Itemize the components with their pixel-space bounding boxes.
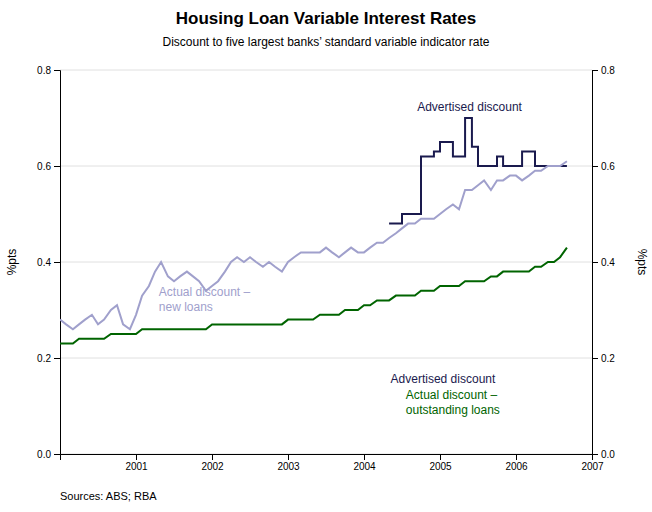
tick-mark bbox=[136, 454, 137, 460]
tick: 0.4 bbox=[592, 257, 615, 268]
annotation: Actual discount –outstanding loans bbox=[406, 389, 500, 417]
tick-label: 2002 bbox=[201, 461, 224, 472]
tick-label: 0.6 bbox=[601, 161, 615, 172]
tick-label: 2004 bbox=[353, 461, 376, 472]
tick: 0.6 bbox=[592, 161, 615, 172]
tick-label: 0.0 bbox=[37, 449, 51, 460]
tick-label: 0.2 bbox=[601, 353, 615, 364]
tick: 2002 bbox=[201, 454, 224, 472]
tick: 2004 bbox=[353, 454, 376, 472]
tick: 0.0 bbox=[592, 449, 615, 460]
plot-area bbox=[60, 118, 567, 344]
tick-label: 0.8 bbox=[601, 65, 615, 76]
y-axis-title: %pts bbox=[5, 249, 19, 276]
tick-mark bbox=[592, 262, 598, 263]
title: Housing Loan Variable Interest Rates bbox=[176, 9, 476, 28]
tick-label: 0.2 bbox=[37, 353, 51, 364]
tick-label: 2006 bbox=[505, 461, 528, 472]
tick-label: 2003 bbox=[277, 461, 300, 472]
y2-axis: 0.0 0.2 0.4 0.6 0.8 bbox=[592, 65, 615, 460]
tick-mark bbox=[592, 166, 598, 167]
tick-label: 0.0 bbox=[601, 449, 615, 460]
tick: 2003 bbox=[277, 454, 300, 472]
tick-mark bbox=[54, 454, 60, 455]
tick-mark bbox=[288, 454, 289, 460]
tick-mark bbox=[212, 454, 213, 460]
tick-label: 0.6 bbox=[37, 161, 51, 172]
series-line bbox=[60, 161, 567, 329]
grid-line bbox=[60, 70, 592, 71]
subtitle: Discount to five largest banks’ standard… bbox=[162, 35, 489, 49]
tick-mark bbox=[592, 454, 598, 455]
tick: 2005 bbox=[429, 454, 452, 472]
tick-mark bbox=[592, 70, 598, 71]
tick: 2006 bbox=[505, 454, 528, 472]
tick: 0.4 bbox=[37, 257, 60, 268]
tick: 2001 bbox=[125, 454, 148, 472]
tick: 0.2 bbox=[592, 353, 615, 364]
annotation: Advertised discount bbox=[391, 372, 496, 386]
y2-axis-title: %pts bbox=[635, 249, 649, 276]
tick: 0.6 bbox=[37, 161, 60, 172]
tick-label: 2007 bbox=[581, 461, 604, 472]
annotations: Actual discount –new loans Advertised dis… bbox=[159, 101, 523, 417]
tick: 0.8 bbox=[37, 65, 60, 76]
tick-mark bbox=[516, 454, 517, 460]
chart: 20012002200320042005200620070.00.20.40.6… bbox=[0, 0, 652, 512]
grid-line bbox=[60, 358, 592, 359]
tick: 0.0 bbox=[37, 449, 60, 460]
grid-line bbox=[60, 262, 592, 263]
tick-mark bbox=[54, 166, 60, 167]
tick-label: 0.8 bbox=[37, 65, 51, 76]
tick-mark bbox=[440, 454, 441, 460]
tick-label: 0.4 bbox=[37, 257, 51, 268]
source: Sources: ABS; RBA bbox=[60, 490, 157, 502]
tick: 0.2 bbox=[37, 353, 60, 364]
axis-line bbox=[593, 71, 599, 455]
tick-mark bbox=[54, 358, 60, 359]
y-axis: 0.0 0.2 0.4 0.6 0.8 bbox=[37, 65, 60, 460]
annotation: Advertised discount bbox=[417, 101, 522, 115]
tick-label: 2005 bbox=[429, 461, 452, 472]
annotation: Actual discount –new loans bbox=[159, 285, 251, 313]
axis-line bbox=[54, 71, 61, 455]
tick-label: 2001 bbox=[125, 461, 148, 472]
tick: 0.8 bbox=[592, 65, 615, 76]
tick-mark bbox=[54, 70, 60, 71]
axis-line bbox=[61, 455, 593, 461]
tick-mark bbox=[54, 262, 60, 263]
tick-mark bbox=[364, 454, 365, 460]
grid bbox=[60, 70, 592, 454]
series-line bbox=[60, 248, 567, 344]
x-axis: 2001 2002 2003 2004 2005 2006 2007 bbox=[61, 454, 605, 472]
tick-label: 0.4 bbox=[601, 257, 615, 268]
tick-mark bbox=[592, 358, 598, 359]
